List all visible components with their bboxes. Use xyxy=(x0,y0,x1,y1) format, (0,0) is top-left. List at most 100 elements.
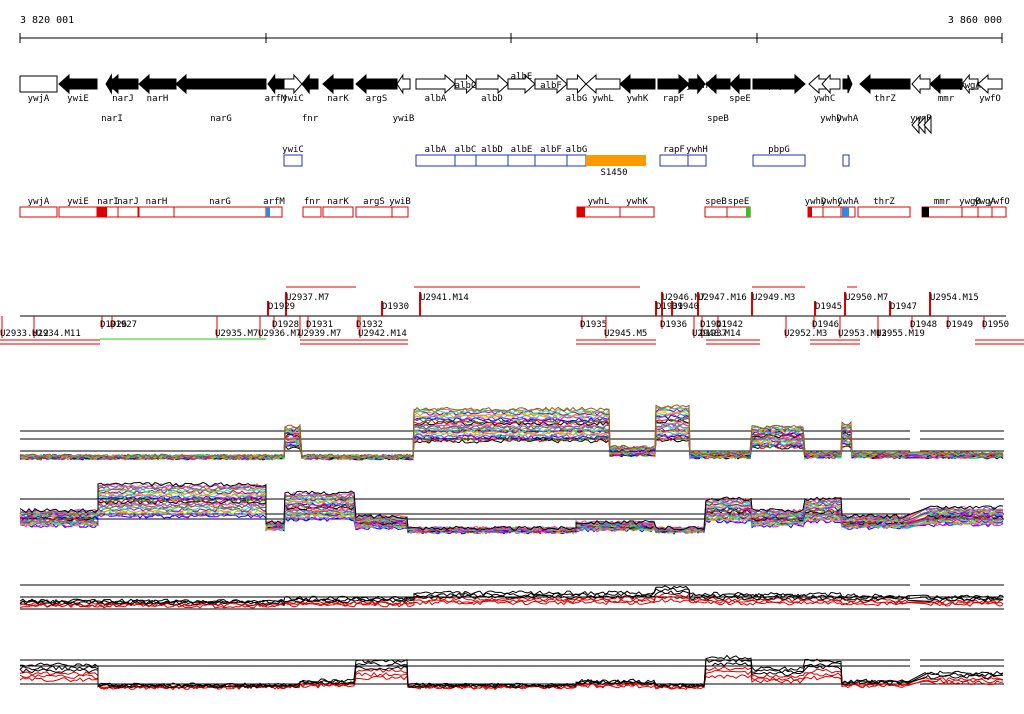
gene-arrow-albF[interactable] xyxy=(534,73,568,95)
feature-upper-label-2: D1930 xyxy=(382,302,409,312)
gene-arrow-thrZ[interactable] xyxy=(859,73,911,95)
feature-upper-label-12: D1940 xyxy=(672,302,699,312)
expression-profile xyxy=(19,414,1004,460)
feature-lower-label-12: U2945.M5 xyxy=(604,329,647,339)
gene-arrow-rapF[interactable] xyxy=(657,73,690,95)
gene-label-ywfO: ywfO xyxy=(979,94,1001,104)
operon-box-albD[interactable] xyxy=(475,154,509,167)
segment-marker xyxy=(842,207,849,217)
feature-upper-label-7: D1945 xyxy=(815,302,842,312)
segment-marker xyxy=(922,207,929,217)
feature-lower-label-18: U2952.M3 xyxy=(784,329,827,339)
gene-label-ywhL: ywhL xyxy=(592,94,614,104)
segment-box-ywhK[interactable] xyxy=(619,206,655,218)
segment-box-fnr[interactable] xyxy=(302,206,322,218)
operon-box-albG[interactable] xyxy=(566,154,587,167)
segment-box-ywhC[interactable] xyxy=(822,206,842,218)
gene-label-speB: speB xyxy=(707,114,729,124)
gene-arrow-ywjA[interactable] xyxy=(19,75,58,93)
gene-arrow-albA[interactable] xyxy=(415,73,456,95)
gene-arrow-narG[interactable] xyxy=(175,73,267,95)
gene-arrow-ywgA[interactable] xyxy=(961,73,979,95)
gene-arrow-ywhA[interactable] xyxy=(842,74,853,94)
gene-arrow-ywhD[interactable] xyxy=(821,73,841,95)
segment-box-speB[interactable] xyxy=(704,206,728,218)
gene-arrow-arfM[interactable] xyxy=(267,73,284,95)
feature-lower-label-4: U2935.M7 xyxy=(215,329,258,339)
gene-arrow-speB[interactable] xyxy=(705,73,731,95)
segment-box-ywgA[interactable] xyxy=(977,206,993,218)
gene-arrow-narK[interactable] xyxy=(322,73,354,95)
segment-label-ywhK: ywhK xyxy=(626,197,648,207)
gene-arrow-ywiE[interactable] xyxy=(58,73,98,95)
gene-label-ywhC: ywhC xyxy=(814,94,836,104)
operon-label-albA: albA xyxy=(425,145,447,155)
operon-box-ywhH[interactable] xyxy=(687,154,707,167)
feature-lower-label-13: D1936 xyxy=(660,320,687,330)
segment-box-narG[interactable] xyxy=(173,206,267,218)
highlight-region[interactable] xyxy=(586,155,646,166)
gene-label-ywgB: ywgB xyxy=(910,114,932,124)
operon-label-ywiC: ywiC xyxy=(282,145,304,155)
operon-box-albA[interactable] xyxy=(415,154,456,167)
coordinate-ruler: 3 820 001 3 860 000 xyxy=(19,15,1003,43)
gene-label-narK: narK xyxy=(327,94,349,104)
segment-box-narH[interactable] xyxy=(138,206,175,218)
segment-label-mmr: mmr xyxy=(934,197,951,207)
feature-lower-label-8: U2939.M7 xyxy=(298,329,341,339)
feature-upper-label-4: U2946.M7 xyxy=(662,293,705,303)
segment-box-narK[interactable] xyxy=(322,206,354,218)
operon-box-rapF[interactable] xyxy=(659,154,689,167)
gene-label-fnr: fnr xyxy=(302,114,319,124)
gene-label-ywhA: ywhA xyxy=(837,114,859,124)
gene-arrow-speE[interactable] xyxy=(729,73,751,95)
segment-box-thrZ[interactable] xyxy=(857,206,911,218)
feature-lower-label-23: D1949 xyxy=(946,320,973,330)
gene-arrow-ywfO[interactable] xyxy=(977,73,1003,95)
feature-lower-label-15: D1941 xyxy=(700,320,727,330)
operon-box-pbpG[interactable] xyxy=(752,154,806,167)
gene-arrow-pbpG[interactable] xyxy=(752,73,806,95)
expression-profile xyxy=(19,595,1004,608)
gene-arrow-ywgB[interactable] xyxy=(911,73,931,95)
feature-lower-label-22: D1948 xyxy=(910,320,937,330)
operon-box-albF[interactable] xyxy=(534,154,568,167)
segment-box-ywjA[interactable] xyxy=(19,206,58,218)
gene-arrow-narH[interactable] xyxy=(138,73,177,95)
gene-arrow-ywhL[interactable] xyxy=(585,73,621,95)
gene-label-ywiE: ywiE xyxy=(67,94,89,104)
operon-box-albE[interactable] xyxy=(507,154,536,167)
operon-box-albC[interactable] xyxy=(454,154,477,167)
feature-upper-label-11: D1939 xyxy=(656,302,683,312)
gene-arrow-fnr[interactable] xyxy=(301,73,319,95)
segment-box-ywiE[interactable] xyxy=(58,206,98,218)
gene-arrow-albE[interactable] xyxy=(507,73,536,95)
segment-box-argS[interactable] xyxy=(355,206,393,218)
operon-label-albG: albG xyxy=(566,145,588,155)
gene-label-albE: albE xyxy=(511,72,533,82)
segment-box-narJ[interactable] xyxy=(117,206,139,218)
gene-arrow-ywhK[interactable] xyxy=(619,73,656,95)
gene-arrow-argS[interactable] xyxy=(355,73,398,95)
segment-box-ywgB[interactable] xyxy=(961,206,979,218)
gene-arrow-albC[interactable] xyxy=(454,73,477,95)
gene-arrow-albG[interactable] xyxy=(566,73,587,95)
gene-arrow-mmr[interactable] xyxy=(929,73,963,95)
feature-lower-label-1: U2934.M11 xyxy=(32,329,81,339)
gene-arrow-ywiC[interactable] xyxy=(283,73,303,95)
gene-arrow-ywhH[interactable] xyxy=(688,73,706,95)
gene-arrow-ywiB[interactable] xyxy=(396,73,411,95)
segment-box-ywfO[interactable] xyxy=(991,206,1007,218)
operon-box-small[interactable] xyxy=(842,154,850,167)
operon-box-ywiC[interactable] xyxy=(283,154,303,167)
gene-label-narG: narG xyxy=(210,114,232,124)
gene-arrow-albD[interactable] xyxy=(475,73,509,95)
segment-box-ywiB[interactable] xyxy=(391,206,409,218)
operon-label-pbpG: pbpG xyxy=(768,145,790,155)
segment-marker xyxy=(266,207,270,217)
feature-upper-label-6: U2949.M3 xyxy=(752,293,795,303)
gene-arrow-narI[interactable] xyxy=(105,73,119,95)
ruler-start-label: 3 820 001 xyxy=(20,15,74,26)
